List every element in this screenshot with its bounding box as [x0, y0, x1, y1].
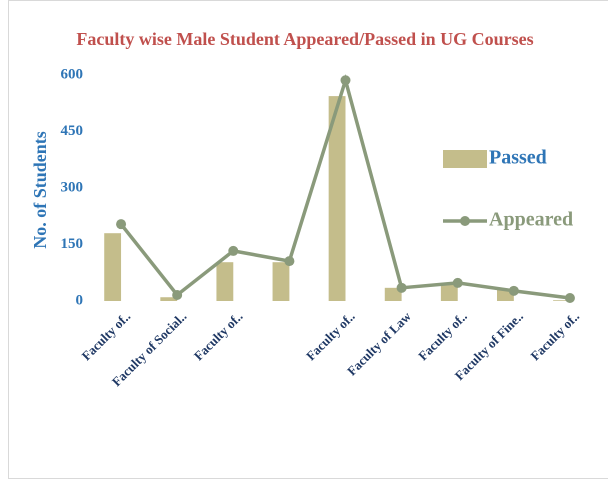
legend-swatch	[443, 150, 487, 168]
legend-label: Passed	[489, 147, 547, 169]
bar	[384, 287, 402, 301]
y-tick-label: 0	[76, 292, 84, 308]
line-marker	[508, 285, 519, 296]
line-marker	[396, 282, 407, 293]
legend-marker	[460, 216, 470, 226]
x-tick-label: Faculty of..	[415, 309, 470, 364]
y-axis-label: No. of Students	[30, 131, 50, 249]
line-marker	[116, 219, 127, 230]
y-tick-label: 150	[61, 236, 84, 252]
bar	[216, 262, 234, 301]
x-tick-label: Faculty of..	[79, 309, 134, 364]
chart-border	[8, 0, 608, 479]
bar	[104, 233, 122, 301]
line-marker	[340, 75, 351, 86]
x-tick-label: Faculty of..	[527, 309, 582, 364]
bar	[328, 96, 346, 302]
line-marker	[452, 277, 463, 288]
bar	[160, 297, 178, 301]
line-marker	[564, 292, 575, 303]
bar	[272, 262, 290, 301]
y-tick-label: 300	[61, 179, 84, 195]
bar	[553, 300, 570, 301]
chart-title: Faculty wise Male Student Appeared/Passe…	[76, 29, 534, 49]
line-marker	[284, 256, 295, 267]
line-marker	[228, 245, 239, 256]
line-marker	[172, 289, 183, 300]
y-tick-label: 600	[61, 66, 84, 82]
bar	[440, 284, 458, 301]
x-tick-label: Faculty of..	[191, 309, 246, 364]
x-tick-label: Faculty of..	[303, 309, 358, 364]
legend-label: Appeared	[489, 209, 573, 231]
y-tick-label: 450	[61, 123, 84, 139]
